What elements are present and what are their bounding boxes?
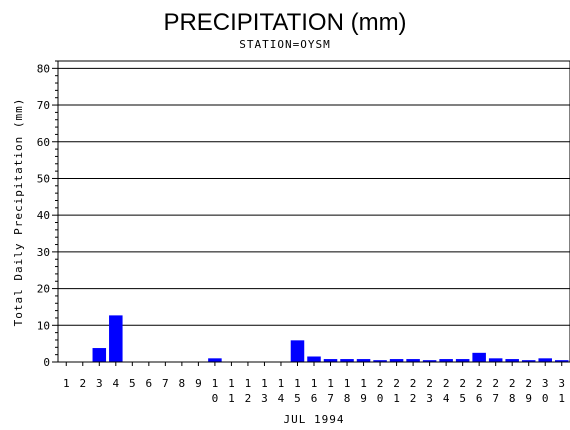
x-tick-label: 3 <box>96 377 103 390</box>
bar-day-20 <box>373 360 387 362</box>
y-tick-label: 0 <box>43 356 50 369</box>
bar-day-17 <box>323 359 338 362</box>
y-tick-label: 30 <box>37 246 50 259</box>
bar-day-19 <box>356 359 371 362</box>
x-tick-label: 2 <box>79 377 86 390</box>
bar-day-30 <box>538 358 552 362</box>
bar-day-4 <box>109 315 123 362</box>
x-tick-label: 7 <box>162 377 169 390</box>
bar-day-18 <box>340 359 354 362</box>
gridlines <box>58 67 570 326</box>
y-tick-label: 80 <box>37 62 50 75</box>
x-tick-label: 4 <box>112 377 119 390</box>
bar-day-26 <box>472 352 486 362</box>
x-tick-label: 5 <box>129 377 136 390</box>
y-tick-label: 70 <box>37 99 50 112</box>
x-axis: 1 2 3 4 5 6 7 8 9 1 01 11 21 31 41 51 61 71 81 92 02 12 22 32 42… <box>63 362 565 405</box>
y-axis-label: Total Daily Precipitation (mm) <box>12 98 25 327</box>
bar-day-3 <box>92 348 107 362</box>
bar-day-25 <box>455 359 470 362</box>
x-axis-label: JUL 1994 <box>284 413 345 426</box>
bar-day-16 <box>307 356 321 362</box>
y-tick-label: 10 <box>37 319 50 332</box>
bar-day-28 <box>505 359 519 362</box>
bar-day-10 <box>208 358 222 362</box>
x-tick-label: 9 <box>195 377 202 390</box>
bar-day-31 <box>554 360 569 362</box>
y-tick-label: 40 <box>37 209 50 222</box>
x-tick-label: 6 <box>146 377 153 390</box>
bar-day-22 <box>406 359 420 362</box>
y-tick-label: 50 <box>37 172 50 185</box>
bar-day-29 <box>521 360 536 362</box>
x-tick-label: 8 <box>179 377 186 390</box>
y-tick-label: 60 <box>37 136 50 149</box>
bar-day-21 <box>389 359 404 362</box>
bar-day-23 <box>422 360 437 362</box>
x-tick-label: 1 <box>63 377 70 390</box>
bars <box>92 315 569 362</box>
bar-day-24 <box>439 359 453 362</box>
bar-day-15 <box>290 340 305 362</box>
y-axis: 0 10 20 30 40 50 60 70 80 <box>37 60 58 369</box>
plot-frame <box>57 60 570 363</box>
y-tick-label: 20 <box>37 283 50 296</box>
chart-title: PRECIPITATION (mm) <box>163 9 406 36</box>
bar-day-27 <box>488 358 503 362</box>
chart-subtitle: STATION=OYSM <box>239 38 330 51</box>
